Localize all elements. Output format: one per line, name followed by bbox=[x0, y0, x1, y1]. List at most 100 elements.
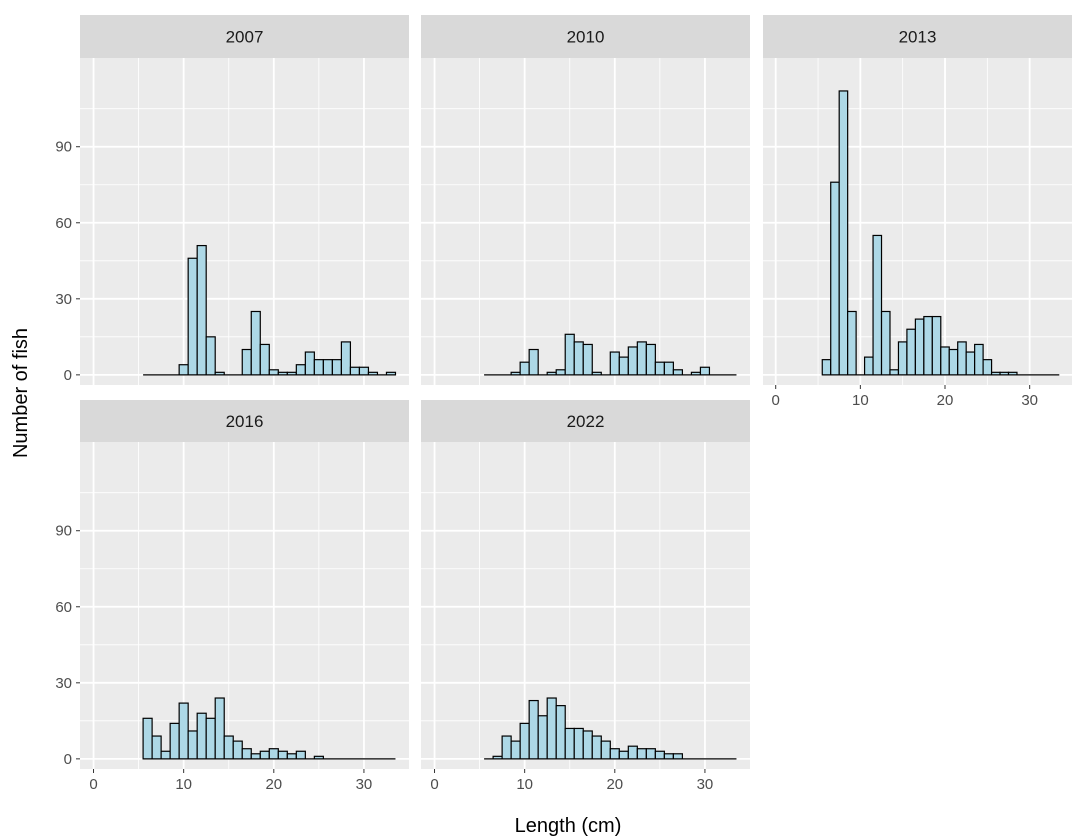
histogram-bar bbox=[690, 371, 702, 376]
histogram-bar bbox=[232, 740, 243, 760]
histogram-bar bbox=[259, 343, 270, 376]
histogram-bar bbox=[178, 364, 189, 376]
histogram-bar bbox=[923, 315, 933, 376]
x-tick-label: 30 bbox=[356, 776, 373, 793]
histogram-bar bbox=[600, 740, 611, 760]
histogram-bar bbox=[965, 351, 976, 376]
histogram-bar bbox=[663, 753, 674, 760]
histogram-bar bbox=[313, 359, 324, 376]
histogram-bar bbox=[591, 371, 602, 376]
histogram-bar bbox=[304, 351, 315, 376]
histogram-bar bbox=[931, 315, 942, 376]
histogram-bar bbox=[645, 343, 656, 376]
histogram-bar bbox=[546, 371, 557, 376]
x-tick-label: 20 bbox=[937, 392, 954, 409]
histogram-bar bbox=[555, 705, 566, 760]
y-tick-label: 30 bbox=[55, 291, 72, 308]
histogram-bar bbox=[277, 750, 288, 760]
histogram-bar bbox=[151, 735, 162, 760]
histogram-bar bbox=[196, 244, 207, 376]
histogram-bar bbox=[847, 310, 857, 376]
histogram-bar bbox=[609, 748, 620, 760]
histogram-bar bbox=[636, 748, 647, 760]
x-tick-label: 30 bbox=[697, 776, 714, 793]
facet-strip bbox=[80, 400, 409, 442]
histogram-bar bbox=[889, 369, 900, 376]
histogram-bar bbox=[331, 359, 342, 376]
histogram-bar bbox=[313, 755, 324, 760]
histogram-bar bbox=[187, 257, 198, 376]
y-tick-label: 60 bbox=[55, 215, 72, 232]
histogram-bar bbox=[268, 748, 279, 760]
histogram-bar bbox=[948, 348, 959, 376]
histogram-bar bbox=[295, 750, 306, 760]
y-tick-label: 90 bbox=[55, 139, 72, 156]
histogram-bar bbox=[573, 341, 584, 376]
histogram-bar bbox=[178, 702, 189, 760]
histogram-bar bbox=[187, 730, 198, 760]
histogram-bar bbox=[999, 371, 1010, 376]
x-tick-label: 10 bbox=[516, 776, 533, 793]
histogram-bar bbox=[645, 748, 656, 760]
x-tick-label: 20 bbox=[265, 776, 282, 793]
histogram-bar bbox=[286, 753, 297, 760]
histogram-bar bbox=[196, 712, 207, 760]
facet-strip-label: 2016 bbox=[226, 412, 264, 431]
histogram-bar bbox=[821, 359, 832, 376]
histogram-bar bbox=[672, 369, 683, 376]
histogram-bar bbox=[510, 740, 521, 760]
panel-2013: 2013 0 10 20 30 bbox=[763, 15, 1072, 409]
histogram-bar bbox=[957, 341, 967, 376]
facet-strip-label: 2013 bbox=[899, 28, 937, 47]
y-tick-label: 0 bbox=[64, 367, 72, 384]
histogram-bar bbox=[699, 366, 711, 376]
x-tick-label: 0 bbox=[430, 776, 438, 793]
facet-strip-label: 2022 bbox=[567, 412, 605, 431]
histogram-bar bbox=[214, 697, 225, 760]
histogram-bar bbox=[349, 366, 361, 376]
histogram-bar bbox=[591, 735, 602, 760]
y-tick-label: 90 bbox=[55, 523, 72, 540]
histogram-bar bbox=[519, 722, 530, 760]
panel-background bbox=[80, 58, 409, 385]
histogram-bar bbox=[564, 333, 575, 376]
y-tick-label: 60 bbox=[55, 599, 72, 616]
histogram-bar bbox=[618, 356, 629, 376]
histogram-bar bbox=[205, 336, 216, 376]
panel-2010: 2010 bbox=[421, 15, 750, 385]
panel-background bbox=[80, 442, 409, 769]
histogram-bar bbox=[663, 361, 674, 376]
histogram-bar bbox=[627, 346, 638, 376]
histogram-bar bbox=[492, 755, 503, 760]
panel-background bbox=[421, 58, 750, 385]
histogram-bar bbox=[906, 328, 916, 376]
histogram-bar bbox=[286, 371, 297, 376]
histogram-bar bbox=[974, 343, 984, 376]
histogram-bar bbox=[241, 348, 252, 376]
histogram-bar bbox=[340, 341, 352, 376]
x-tick-label: 20 bbox=[606, 776, 623, 793]
histogram-bar bbox=[672, 753, 683, 760]
histogram-bar bbox=[214, 371, 225, 376]
histogram-bar bbox=[519, 361, 530, 376]
y-axis-title: Number of fish bbox=[10, 328, 32, 458]
histogram-bar bbox=[564, 727, 575, 760]
histogram-bar bbox=[537, 715, 548, 760]
histogram-bar bbox=[573, 727, 584, 760]
x-axis-title: Length (cm) bbox=[515, 815, 622, 837]
histogram-bar bbox=[897, 341, 908, 376]
panel-2007: 2007 0 30 60 90 bbox=[55, 15, 409, 385]
facet-strip-label: 2007 bbox=[226, 28, 264, 47]
histogram-bar bbox=[880, 310, 891, 376]
panel-2022: 2022 0 10 20 30 bbox=[421, 400, 750, 793]
x-tick-label: 10 bbox=[852, 392, 869, 409]
facet-strip bbox=[421, 15, 750, 58]
histogram-bar bbox=[609, 351, 620, 376]
histogram-bar bbox=[914, 318, 925, 376]
histogram-bar bbox=[268, 369, 279, 376]
histogram-bar bbox=[636, 341, 647, 376]
histogram-bar bbox=[654, 750, 665, 760]
histogram-bar bbox=[982, 359, 993, 376]
histogram-bar bbox=[385, 371, 397, 376]
